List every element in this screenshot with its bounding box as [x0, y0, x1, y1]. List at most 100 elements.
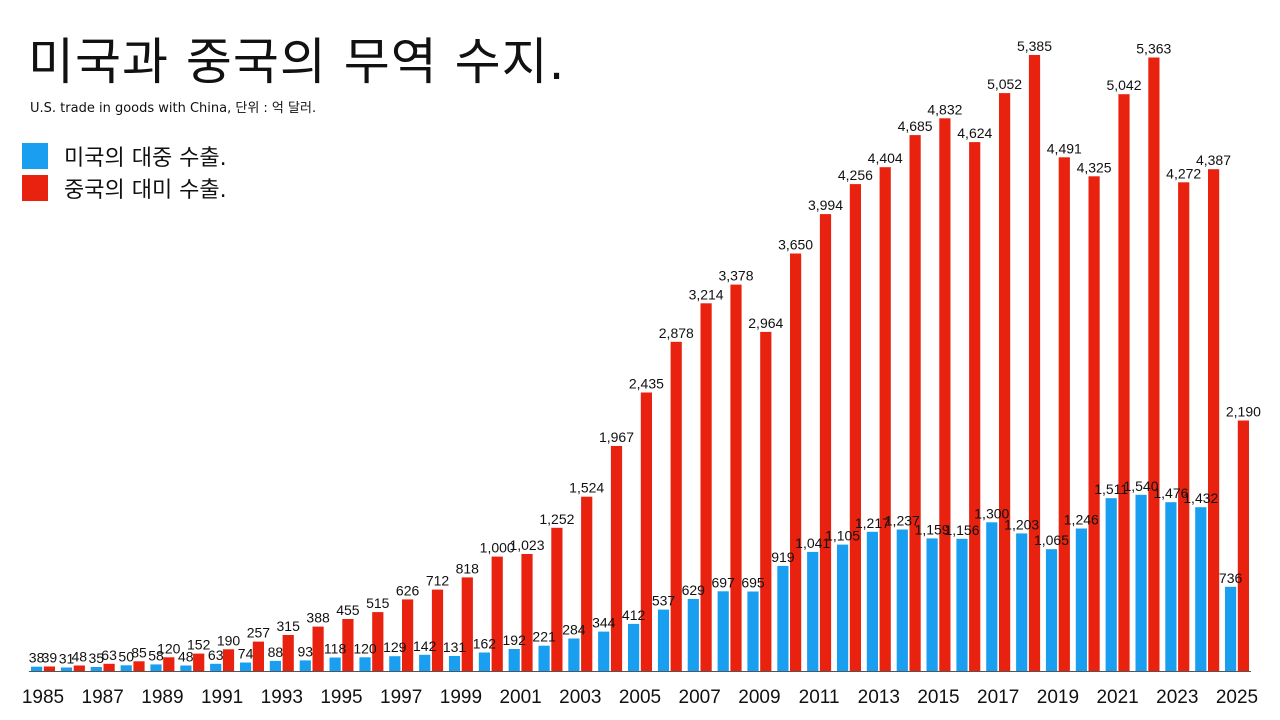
bar-us-exports-1993: [269, 660, 281, 671]
data-label-china-exports-2022: 5,363: [1136, 41, 1171, 57]
data-label-china-exports-2010: 3,650: [778, 237, 813, 253]
data-label-china-exports-1998: 712: [426, 573, 450, 589]
data-label-us-exports-2010: 919: [771, 549, 795, 565]
x-tick-label-2015: 2015: [917, 687, 959, 708]
data-label-us-exports-2000: 162: [473, 636, 497, 652]
x-tick-label-2025: 2025: [1216, 687, 1258, 708]
data-label-us-exports-1999: 131: [443, 639, 467, 655]
x-tick-label-1997: 1997: [380, 687, 422, 708]
bar-us-exports-2023: [1165, 502, 1177, 671]
data-label-china-exports-1990: 152: [187, 637, 211, 653]
data-label-china-exports-2016: 4,624: [957, 125, 992, 141]
bar-china-exports-2025: [1237, 420, 1249, 671]
data-label-china-exports-2006: 2,878: [659, 325, 694, 341]
x-tick-label-2017: 2017: [977, 687, 1019, 708]
data-label-china-exports-1985: 39: [42, 650, 58, 666]
data-label-china-exports-1995: 455: [336, 602, 360, 618]
data-label-china-exports-2000: 1,000: [480, 540, 515, 556]
data-label-us-exports-2004: 344: [592, 615, 616, 631]
data-label-china-exports-2020: 4,325: [1077, 159, 1112, 175]
data-label-us-exports-2001: 192: [503, 632, 527, 648]
data-label-us-exports-1993: 88: [268, 644, 284, 660]
data-label-china-exports-2009: 2,964: [748, 315, 783, 331]
data-label-china-exports-1997: 626: [396, 582, 420, 598]
legend: 미국의 대중 수출. 중국의 대미 수출.: [22, 140, 227, 204]
legend-label-china-exports: 중국의 대미 수출.: [64, 178, 227, 203]
bar-china-exports-2017: [999, 93, 1011, 672]
bar-china-exports-2002: [551, 527, 563, 671]
data-label-china-exports-1989: 120: [157, 640, 181, 656]
data-label-us-exports-1995: 118: [324, 641, 347, 657]
bar-us-exports-1994: [299, 660, 311, 671]
bar-us-exports-2024: [1195, 507, 1207, 671]
data-label-china-exports-2023: 4,272: [1166, 165, 1201, 181]
data-label-us-exports-1994: 93: [298, 643, 314, 659]
data-label-us-exports-2009: 695: [741, 575, 765, 591]
data-label-us-exports-2019: 1,065: [1034, 532, 1069, 548]
bar-china-exports-1991: [222, 649, 235, 671]
data-label-china-exports-2003: 1,524: [569, 480, 604, 496]
bar-china-exports-2001: [521, 554, 533, 671]
x-tick-label-2001: 2001: [499, 687, 541, 708]
x-tick-label-1993: 1993: [261, 687, 303, 708]
data-label-china-exports-2024: 4,387: [1196, 152, 1231, 168]
data-label-us-exports-2022: 1,540: [1123, 478, 1158, 494]
data-label-china-exports-2021: 5,042: [1106, 77, 1141, 93]
x-tick-label-1991: 1991: [201, 687, 243, 708]
bar-us-exports-1998: [419, 654, 431, 671]
bar-us-exports-2016: [956, 538, 968, 671]
legend-swatch-china-exports: [22, 175, 48, 201]
bar-us-exports-2015: [926, 538, 938, 671]
x-tick-label-2013: 2013: [858, 687, 900, 708]
bar-us-exports-2008: [717, 591, 729, 671]
bar-us-exports-2017: [986, 522, 998, 671]
data-label-china-exports-2015: 4,832: [927, 101, 962, 117]
data-label-china-exports-2001: 1,023: [509, 537, 544, 553]
x-tick-label-2007: 2007: [679, 687, 721, 708]
data-label-us-exports-2011: 1,041: [795, 535, 830, 551]
data-label-us-exports-2017: 1,300: [974, 505, 1009, 521]
bar-china-exports-2011: [819, 214, 832, 671]
bar-china-exports-2024: [1208, 169, 1220, 671]
bar-us-exports-2019: [1045, 549, 1058, 671]
legend-label-us-exports: 미국의 대중 수출.: [64, 146, 227, 171]
bar-us-exports-2005: [628, 623, 640, 671]
data-label-china-exports-1996: 515: [366, 595, 390, 611]
bar-china-exports-2009: [760, 331, 772, 671]
data-label-china-exports-1991: 190: [217, 632, 241, 648]
data-label-us-exports-1985: 38: [29, 650, 45, 666]
data-label-china-exports-2007: 3,214: [689, 286, 724, 302]
bar-china-exports-2014: [909, 135, 921, 672]
bar-china-exports-1986: [73, 665, 85, 671]
bar-china-exports-2005: [640, 392, 652, 671]
data-label-us-exports-1991: 63: [208, 647, 224, 663]
bar-china-exports-2013: [879, 167, 891, 671]
bar-us-exports-2010: [777, 565, 789, 671]
data-label-china-exports-2002: 1,252: [539, 511, 574, 527]
bar-us-exports-2009: [747, 591, 759, 671]
data-label-china-exports-2004: 1,967: [599, 429, 634, 445]
bar-us-exports-1991: [210, 663, 222, 671]
x-tick-label-1987: 1987: [82, 687, 124, 708]
data-label-us-exports-1992: 74: [238, 646, 254, 662]
bar-china-exports-1987: [103, 663, 115, 671]
bar-china-exports-1992: [252, 641, 264, 671]
x-tick-label-1995: 1995: [320, 687, 362, 708]
x-tick-label-1989: 1989: [141, 687, 183, 708]
data-label-us-exports-2013: 1,217: [855, 515, 890, 531]
x-tick-label-1985: 1985: [22, 687, 64, 708]
data-label-us-exports-2016: 1,156: [944, 522, 979, 538]
bar-china-exports-2004: [610, 446, 623, 671]
bar-us-exports-2002: [538, 645, 550, 671]
data-label-china-exports-1987: 63: [101, 647, 117, 663]
bar-china-exports-1985: [43, 666, 55, 671]
bar-us-exports-2007: [687, 599, 699, 671]
bar-china-exports-2015: [939, 118, 951, 672]
data-label-us-exports-2018: 1,203: [1004, 516, 1039, 532]
bar-china-exports-2012: [849, 184, 861, 671]
bar-china-exports-2019: [1058, 157, 1070, 672]
data-label-us-exports-2007: 629: [682, 582, 706, 598]
data-label-us-exports-1988: 50: [118, 648, 134, 664]
x-tick-label-2009: 2009: [738, 687, 780, 708]
bar-china-exports-2000: [491, 556, 503, 671]
